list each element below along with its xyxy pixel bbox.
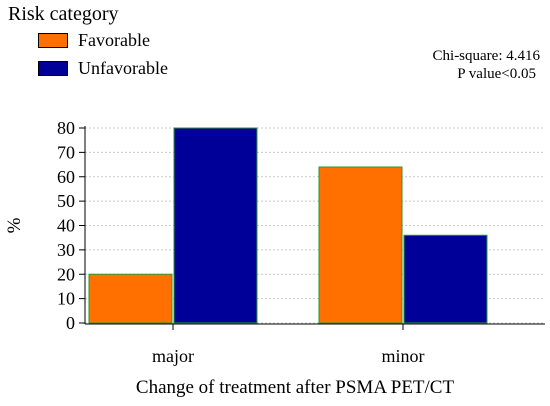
- bar: [403, 234, 488, 324]
- x-tick-label: minor: [382, 346, 425, 366]
- bar: [173, 127, 258, 324]
- y-tick-label: 10: [57, 289, 75, 309]
- legend-swatch-favorable: [38, 33, 68, 48]
- y-tick-label: 70: [57, 142, 75, 162]
- y-tick-label: 80: [57, 118, 75, 138]
- y-tick-label: 30: [57, 240, 75, 260]
- legend-label-favorable: Favorable: [78, 30, 150, 50]
- legend-title: Risk category: [8, 3, 119, 25]
- y-tick-label: 60: [57, 167, 75, 187]
- x-tick-label: major: [152, 346, 194, 366]
- bar: [318, 166, 403, 324]
- y-tick-label: 40: [57, 216, 75, 236]
- legend-item-favorable: Favorable: [38, 30, 150, 51]
- chi-square-annotation: Chi-square: 4.416: [432, 48, 540, 64]
- legend-item-unfavorable: Unfavorable: [38, 58, 168, 79]
- y-axis-label: %: [4, 217, 25, 233]
- bar: [88, 273, 173, 324]
- legend-swatch-unfavorable: [38, 61, 68, 76]
- y-tick-label: 50: [57, 191, 75, 211]
- legend-label-unfavorable: Unfavorable: [78, 58, 168, 78]
- y-tick-label: 20: [57, 264, 75, 284]
- x-axis-label: Change of treatment after PSMA PET/CT: [136, 377, 455, 398]
- p-value-annotation: P value<0.05: [457, 66, 536, 82]
- y-tick-label: 0: [66, 313, 75, 333]
